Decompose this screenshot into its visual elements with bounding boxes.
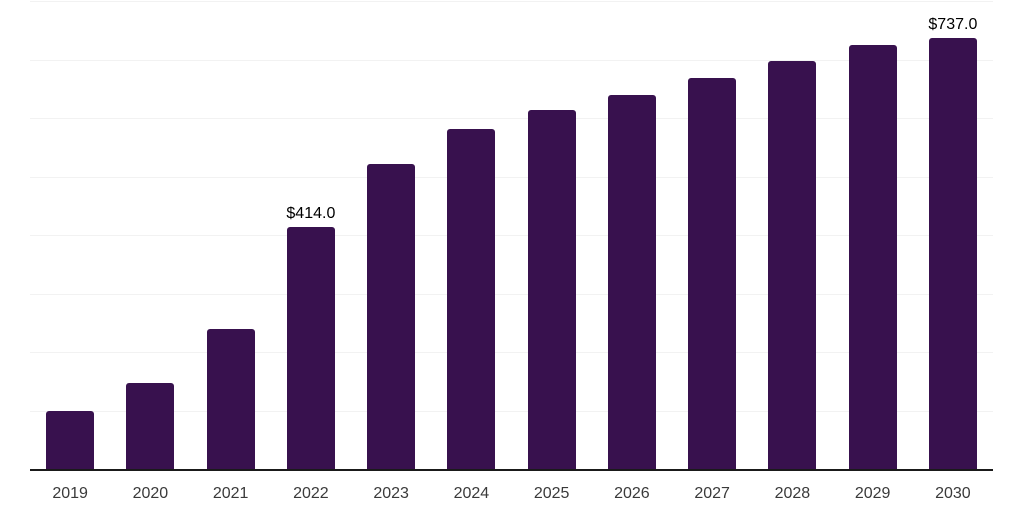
bar-2030 (928, 37, 977, 469)
x-tick-label-2020: 2020 (132, 485, 169, 502)
x-tick-label-2025: 2025 (533, 485, 570, 502)
bar-slot-2030: $737.0 (913, 1, 993, 469)
plot-area: $414.0 $737.0 (30, 1, 993, 469)
bar-slot-2022: $414.0 (271, 1, 351, 469)
bar-2020 (126, 383, 175, 469)
bar-2028 (768, 61, 817, 469)
gridline-200 (30, 352, 993, 353)
bar-slot-2026 (592, 1, 672, 469)
x-tick-label-2026: 2026 (614, 485, 650, 502)
x-tick-label-2027: 2027 (694, 485, 730, 502)
bar-2026 (607, 95, 656, 469)
bar-2023 (367, 164, 416, 469)
gridline-400 (30, 235, 993, 236)
x-axis-labels: 2019 2020 2021 2022 2023 2024 2025 2026 2027 2028… (30, 484, 993, 503)
bar-slot-2024 (431, 1, 511, 469)
x-axis-line (30, 469, 993, 471)
x-tick-label-2023: 2023 (373, 485, 409, 502)
bar-slot-2021 (191, 1, 271, 469)
bar-2021 (206, 328, 255, 469)
bar-2019 (46, 410, 95, 469)
bars-row: $414.0 $737.0 (30, 1, 993, 469)
gridline-300 (30, 293, 993, 295)
bar-slot-2028 (752, 1, 832, 469)
gridline-500 (30, 176, 993, 178)
gridline-600 (30, 118, 993, 119)
bar-2025 (527, 109, 576, 469)
gridline-100 (30, 410, 993, 412)
bar-slot-2019 (30, 1, 110, 469)
bar-slot-2029 (833, 1, 913, 469)
bar-value-label-2030: $737.0 (928, 15, 978, 33)
x-tick-label-2028: 2028 (774, 485, 811, 502)
gridline-700 (30, 59, 993, 61)
x-tick-label-2019: 2019 (52, 485, 88, 502)
gridline-800 (30, 1, 993, 2)
x-tick-label-2024: 2024 (453, 485, 490, 502)
bar-2029 (848, 44, 897, 469)
bar-slot-2023 (351, 1, 431, 469)
x-tick-label-2022: 2022 (293, 485, 329, 502)
bar-slot-2025 (512, 1, 592, 469)
x-tick-label-2029: 2029 (854, 485, 891, 502)
x-tick-label-2021: 2021 (212, 485, 249, 502)
bar-slot-2020 (110, 1, 190, 469)
x-tick-label-2030: 2030 (935, 485, 971, 502)
bar-2024 (447, 129, 496, 469)
bar-value-label-2022: $414.0 (286, 204, 336, 222)
bar-2022 (286, 226, 335, 469)
bar-2027 (688, 77, 737, 469)
bar-slot-2027 (672, 1, 752, 469)
